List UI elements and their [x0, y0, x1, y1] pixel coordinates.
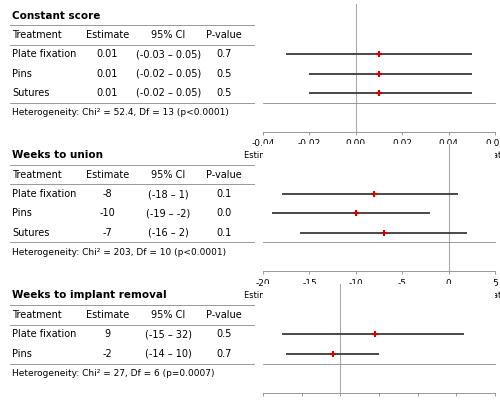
Text: (-0.02 – 0.05): (-0.02 – 0.05): [136, 69, 201, 79]
Text: Pins: Pins: [12, 69, 32, 79]
Text: 95% CI: 95% CI: [151, 310, 186, 320]
Text: -10: -10: [100, 209, 116, 219]
Text: Treatment: Treatment: [12, 30, 62, 40]
Text: 0.5: 0.5: [216, 88, 232, 98]
Text: Plate fixation: Plate fixation: [12, 329, 77, 339]
Text: -2: -2: [102, 349, 113, 359]
Text: Plate fixation: Plate fixation: [12, 49, 77, 59]
Text: 0.7: 0.7: [216, 49, 232, 59]
Text: (-14 – 10): (-14 – 10): [145, 349, 192, 359]
Text: Estimate: Estimate: [86, 170, 129, 180]
Text: 0.01: 0.01: [96, 88, 118, 98]
Text: Heterogeneity: Chi² = 203, Df = 10 (p<0.0001): Heterogeneity: Chi² = 203, Df = 10 (p<0.…: [12, 247, 226, 257]
Text: (-15 – 32): (-15 – 32): [145, 329, 192, 339]
Text: Estimate: Estimate: [86, 310, 129, 320]
Text: Plate fixation: Plate fixation: [12, 189, 77, 199]
Text: 0.5: 0.5: [216, 69, 232, 79]
Text: (-18 – 1): (-18 – 1): [148, 189, 188, 199]
Text: Estimate: Estimate: [86, 30, 129, 40]
Text: Treatment: Treatment: [12, 310, 62, 320]
Text: 0.01: 0.01: [96, 49, 118, 59]
Text: Sutures: Sutures: [12, 88, 50, 98]
Text: 0.01: 0.01: [96, 69, 118, 79]
Text: 95% CI: 95% CI: [151, 170, 186, 180]
Text: Heterogeneity: Chi² = 27, Df = 6 (p=0.0007): Heterogeneity: Chi² = 27, Df = 6 (p=0.00…: [12, 369, 215, 378]
X-axis label: Estimated treatment difference compared to hook plate fixation: Estimated treatment difference compared …: [244, 151, 500, 160]
Text: 0.0: 0.0: [216, 209, 232, 219]
Text: P-value: P-value: [206, 170, 242, 180]
Text: 0.1: 0.1: [216, 228, 232, 238]
Text: Pins: Pins: [12, 209, 32, 219]
Text: (-16 – 2): (-16 – 2): [148, 228, 188, 238]
Text: Weeks to union: Weeks to union: [12, 150, 104, 160]
Text: P-value: P-value: [206, 30, 242, 40]
Text: Weeks to implant removal: Weeks to implant removal: [12, 290, 167, 300]
Text: 0.1: 0.1: [216, 189, 232, 199]
Text: (-0.03 – 0.05): (-0.03 – 0.05): [136, 49, 201, 59]
Text: 0.7: 0.7: [216, 349, 232, 359]
Text: Sutures: Sutures: [12, 228, 50, 238]
Text: 9: 9: [104, 329, 110, 339]
Text: Constant score: Constant score: [12, 10, 101, 20]
Text: 95% CI: 95% CI: [151, 30, 186, 40]
Text: P-value: P-value: [206, 310, 242, 320]
Text: Heterogeneity: Chi² = 52.4, Df = 13 (p<0.0001): Heterogeneity: Chi² = 52.4, Df = 13 (p<0…: [12, 108, 230, 117]
Text: Treatment: Treatment: [12, 170, 62, 180]
Text: 0.5: 0.5: [216, 329, 232, 339]
Text: Pins: Pins: [12, 349, 32, 359]
Text: -8: -8: [102, 189, 112, 199]
X-axis label: Estimated treatment difference compared to hook plate fixation: Estimated treatment difference compared …: [244, 291, 500, 300]
Text: -7: -7: [102, 228, 113, 238]
Text: (-0.02 – 0.05): (-0.02 – 0.05): [136, 88, 201, 98]
Text: (-19 – -2): (-19 – -2): [146, 209, 190, 219]
